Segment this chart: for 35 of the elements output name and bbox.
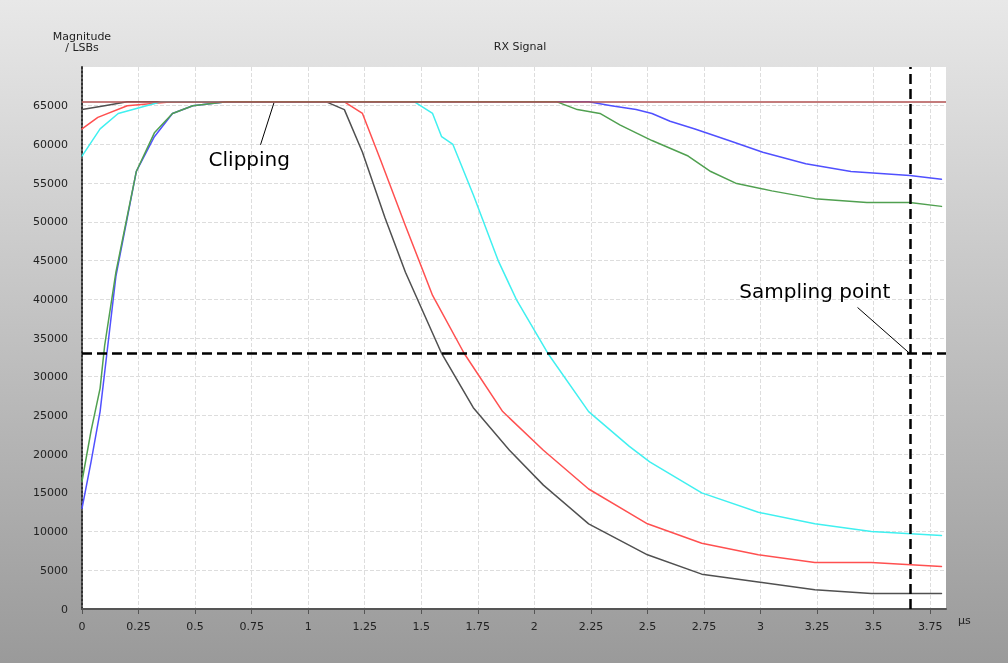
annotation: Clipping xyxy=(208,146,290,171)
x-tick-label: 3.5 xyxy=(864,620,883,633)
x-tick-label: 0.5 xyxy=(186,620,204,633)
y-tick-label: 0 xyxy=(61,602,68,616)
x-tick-label: 0.25 xyxy=(126,620,151,633)
y-tick-label: 40000 xyxy=(33,292,68,306)
y-tick-label: 20000 xyxy=(33,447,68,461)
x-tick-label: 1.75 xyxy=(465,620,491,633)
y-tick-label: 15000 xyxy=(33,486,68,500)
x-tick-label: 1.25 xyxy=(352,620,377,633)
x-tick-label: 0.75 xyxy=(239,620,264,633)
y-tick-label: 55000 xyxy=(33,176,68,190)
annotation: Sampling point xyxy=(739,279,891,304)
y-axis-title: Magnitude / LSBs xyxy=(52,30,112,54)
y-tick-label: 60000 xyxy=(33,137,68,151)
x-axis-title: μs xyxy=(958,614,971,627)
x-tick-label: 2.5 xyxy=(638,620,657,633)
chart-title: RX Signal xyxy=(493,40,547,53)
y-tick-label: 50000 xyxy=(33,215,68,229)
x-tick-label: 1 xyxy=(304,620,312,633)
x-tick-label: 3.25 xyxy=(804,620,830,633)
x-tick-label: 2.75 xyxy=(691,620,717,633)
y-tick-label: 45000 xyxy=(33,254,68,268)
x-tick-label: 3.75 xyxy=(917,620,943,633)
x-tick-label: 2.25 xyxy=(578,620,604,633)
x-tick-label: 1.5 xyxy=(412,620,431,633)
y-tick-label: 35000 xyxy=(33,331,68,345)
y-tick-label: 5000 xyxy=(40,563,68,577)
x-tick-label: 3 xyxy=(757,620,765,633)
x-tick-label: 2 xyxy=(530,620,538,633)
y-tick-label: 10000 xyxy=(33,525,68,539)
y-tick-label: 65000 xyxy=(33,99,68,113)
y-tick-label: 25000 xyxy=(33,408,68,422)
y-tick-label: 30000 xyxy=(33,370,68,384)
x-tick-label: 0 xyxy=(78,620,86,633)
